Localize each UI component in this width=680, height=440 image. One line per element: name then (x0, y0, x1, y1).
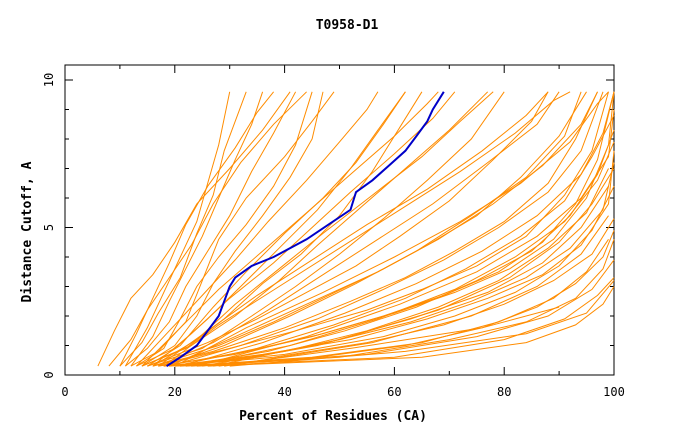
x-axis-label: Percent of Residues (CA) (239, 409, 427, 424)
series-line-53 (224, 215, 609, 367)
chart-title: T0958-D1 (316, 18, 379, 33)
series-line-34 (169, 91, 604, 367)
series-line-49 (163, 91, 571, 367)
series-line-30 (147, 91, 406, 367)
series-lines (97, 91, 615, 367)
series-line-45 (124, 91, 231, 367)
series-line-5 (130, 91, 335, 367)
y-tick-label: 10 (42, 73, 56, 87)
series-line-28 (141, 91, 324, 367)
series-line-44 (202, 185, 609, 367)
series-line-41 (169, 91, 598, 367)
series-line-47 (136, 91, 379, 367)
series-line-24 (196, 277, 615, 367)
series-line-26 (218, 306, 560, 367)
highlight-series (166, 91, 445, 367)
x-tick-label: 0 (61, 385, 68, 399)
series-line-48 (141, 91, 439, 367)
series-line-51 (196, 109, 615, 367)
series-line-43 (191, 141, 615, 367)
series-line-22 (185, 239, 615, 367)
x-tick-label: 60 (387, 385, 401, 399)
series-line-19 (174, 185, 615, 367)
y-tick-label: 5 (42, 224, 56, 231)
series-line-2 (108, 91, 307, 367)
series-line-32 (158, 91, 560, 367)
series-line-38 (130, 91, 264, 367)
series-line-50 (174, 91, 609, 367)
y-axis-label: Distance Cutoff, A (20, 161, 35, 302)
series-line-1 (97, 91, 291, 367)
series-line-46 (119, 91, 274, 367)
x-tick-label: 20 (168, 385, 182, 399)
axis-tick-labels: 0 20 40 60 80 100 0 5 10 (42, 73, 625, 399)
x-tick-label: 100 (603, 385, 625, 399)
series-line-27 (229, 280, 615, 367)
x-tick-label: 80 (497, 385, 511, 399)
series-line-8 (141, 91, 489, 367)
series-line-21 (180, 239, 609, 367)
series-line-29 (136, 91, 313, 367)
series-line-42 (180, 91, 615, 367)
series-line-23 (191, 259, 615, 367)
series-line-25 (207, 286, 615, 367)
y-tick-label: 0 (42, 371, 56, 378)
x-tick-label: 40 (277, 385, 291, 399)
series-line-3 (119, 91, 247, 367)
series-line-4 (125, 91, 297, 367)
series-line-13 (158, 91, 609, 367)
series-line-40 (158, 91, 549, 367)
series-line-12 (152, 91, 598, 367)
highlight-series-line (166, 91, 445, 367)
series-line-35 (174, 115, 615, 367)
series-line-52 (213, 168, 615, 367)
